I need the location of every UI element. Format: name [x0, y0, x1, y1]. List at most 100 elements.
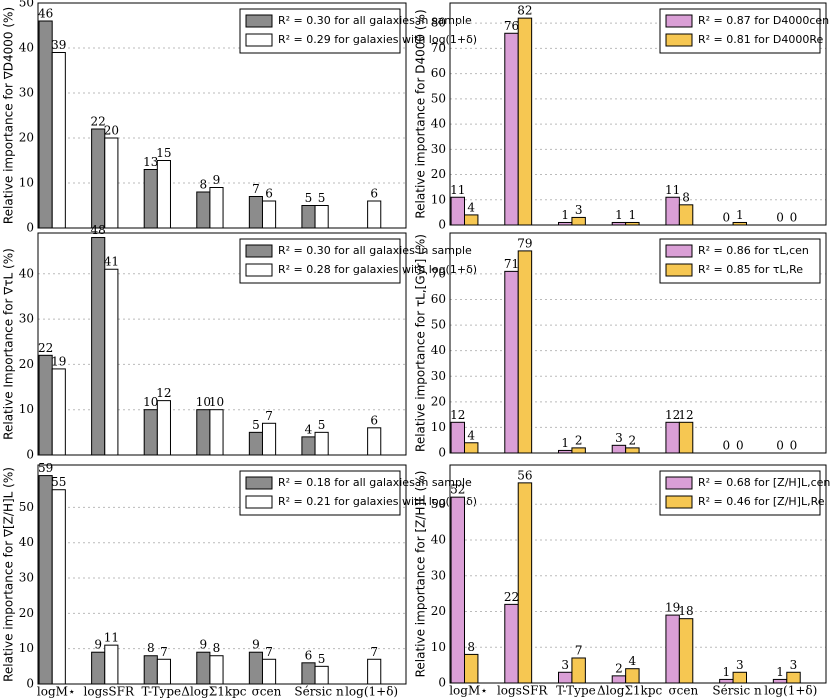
bar: [104, 644, 119, 685]
legend-swatch: [245, 244, 273, 258]
plot-frame: [37, 464, 407, 685]
bar: [504, 32, 519, 226]
y-tick-label: 20: [19, 357, 34, 371]
value-label: 2: [575, 433, 583, 447]
legend-label: R² = 0.29 for galaxies with log(1+δ): [278, 33, 477, 46]
value-label: 11: [104, 631, 119, 645]
bar: [450, 421, 466, 454]
bar: [504, 603, 519, 684]
value-label: 2: [615, 661, 623, 675]
value-label: 8: [147, 641, 155, 655]
value-label: 12: [156, 386, 171, 400]
bar: [464, 442, 479, 454]
bar: [450, 496, 466, 684]
legend-swatch: [245, 263, 273, 277]
value-label: 6: [305, 648, 313, 662]
value-label: 10: [143, 395, 158, 409]
value-label: 46: [38, 7, 53, 21]
value-label: 11: [665, 183, 680, 197]
bar: [625, 668, 640, 684]
value-label: 1: [776, 665, 784, 679]
y-tick-label: 40: [431, 343, 446, 357]
y-axis-label: Relative importance for [Z/H]L (%): [414, 471, 428, 678]
bar: [772, 678, 788, 684]
value-label: 5: [318, 418, 326, 432]
x-tick-label: σcen: [252, 685, 282, 699]
y-tick-label: 10: [431, 420, 446, 434]
y-tick-label: 10: [19, 176, 34, 190]
value-label: 0: [776, 211, 784, 225]
value-label: 0: [776, 439, 784, 453]
bar: [196, 651, 211, 685]
x-tick-label: logsSFR: [497, 684, 548, 698]
x-tick-label: logsSFR: [84, 685, 135, 699]
y-tick-label: 50: [431, 318, 446, 332]
plot-frame: [449, 464, 827, 684]
legend-label: R² = 0.86 for τL,cen: [698, 244, 809, 257]
bar: [261, 658, 277, 685]
value-label: 22: [504, 590, 519, 604]
bar: [301, 205, 316, 229]
value-label: 5: [318, 191, 326, 205]
x-tick-label: T-Type: [556, 684, 596, 698]
legend-label: R² = 0.21 for galaxies with log(1+δ): [278, 495, 477, 508]
x-tick-label: Sérsic n: [712, 684, 762, 698]
bar: [91, 651, 106, 685]
bar: [104, 137, 119, 229]
y-tick-label: 30: [19, 571, 34, 585]
y-tick-label: 10: [19, 641, 34, 655]
y-tick-label: 20: [19, 606, 34, 620]
value-label: 19: [665, 601, 680, 615]
y-axis-label: Relative importance for D4000 (%): [414, 9, 428, 218]
x-tick-label: log(1+δ): [764, 684, 817, 698]
value-label: 52: [450, 483, 465, 497]
legend-swatch: [245, 495, 273, 509]
bar: [571, 216, 586, 226]
bar: [51, 489, 66, 685]
bar: [196, 191, 211, 229]
value-label: 39: [51, 38, 66, 52]
bar: [625, 447, 640, 454]
x-tick-label: logM⋆: [37, 685, 76, 699]
value-label: 3: [615, 431, 623, 445]
bar: [367, 658, 382, 685]
value-label: 8: [467, 640, 475, 654]
legend-label: R² = 0.46 for [Z/H]L,Re: [698, 495, 825, 508]
y-tick-label: 0: [438, 218, 446, 232]
bar: [665, 196, 680, 226]
value-label: 12: [678, 408, 693, 422]
value-label: 11: [450, 183, 465, 197]
bar: [301, 436, 316, 456]
value-label: 41: [104, 255, 119, 269]
value-label: 3: [736, 658, 744, 672]
legend-swatch: [665, 263, 693, 277]
x-tick-label: ΔlogΣ1kpc: [597, 684, 662, 698]
y-tick-label: 20: [431, 167, 446, 181]
value-label: 1: [736, 208, 744, 222]
bar: [248, 431, 263, 456]
bar: [38, 20, 53, 229]
bar: [611, 444, 627, 454]
value-label: 4: [305, 422, 313, 436]
bar: [367, 427, 382, 456]
y-tick-label: 60: [431, 66, 446, 80]
y-tick-label: 70: [431, 41, 446, 55]
legend-label: R² = 0.68 for [Z/H]L,cen: [698, 476, 830, 489]
value-label: 10: [209, 395, 224, 409]
bar: [504, 270, 519, 454]
legend-label: R² = 0.30 for all galaxies in sample: [278, 14, 472, 27]
y-axis-label: Relative importance for ∇[Z/H]L (%): [2, 467, 16, 682]
value-label: 9: [200, 638, 208, 652]
bar: [248, 651, 263, 685]
bar: [517, 17, 533, 226]
x-tick-label: ΔlogΣ1kpc: [181, 685, 246, 699]
bar: [209, 409, 224, 456]
bar: [558, 671, 573, 684]
value-label: 59: [38, 461, 53, 475]
y-tick-label: 0: [26, 448, 34, 462]
bar: [517, 250, 533, 454]
value-label: 71: [504, 257, 519, 271]
y-tick-label: 30: [431, 142, 446, 156]
value-label: 18: [678, 604, 693, 618]
